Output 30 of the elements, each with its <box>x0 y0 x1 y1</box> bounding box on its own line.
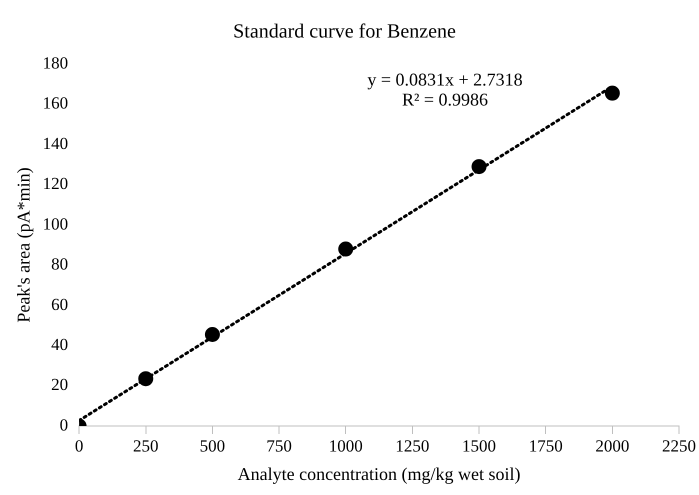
y-tick-label: 60 <box>51 294 68 314</box>
annotation: y = 0.0831x + 2.7318 <box>367 70 523 90</box>
y-tick-label: 180 <box>42 53 68 72</box>
x-tick-label: 750 <box>266 436 292 456</box>
x-tick-label: 250 <box>133 436 159 456</box>
point <box>472 159 487 174</box>
x-tick-label: 2000 <box>595 436 630 456</box>
x-tick-label: 1000 <box>328 436 363 456</box>
annotation: R² = 0.9986 <box>402 90 488 110</box>
y-axis-title: Peak's area (pA*min) <box>14 167 34 323</box>
x-axis-title: Analyte concentration (mg/kg wet soil) <box>238 464 521 484</box>
y-tick-label: 80 <box>51 254 68 274</box>
x-tick-label: 500 <box>200 436 226 456</box>
y-tick-label: 160 <box>42 94 68 113</box>
chart-title: Standard curve for Benzene <box>233 20 456 42</box>
y-tick-label: 40 <box>51 335 68 354</box>
x-tick-label: 0 <box>74 436 84 456</box>
point <box>138 371 154 386</box>
y-tick-label: 120 <box>42 174 68 194</box>
y-tick-label: 140 <box>42 134 68 153</box>
y-tick-label: 0 <box>60 415 68 434</box>
x-tick-label: 2250 <box>662 436 696 456</box>
x-tick-label: 1750 <box>528 436 563 456</box>
point <box>338 242 354 257</box>
y-tick-label: 20 <box>51 375 68 394</box>
point <box>604 86 620 101</box>
x-tick-label: 1500 <box>462 436 496 456</box>
point <box>204 326 220 342</box>
y-tick-label: 100 <box>42 214 68 234</box>
x-tick-label: 1250 <box>395 436 430 456</box>
